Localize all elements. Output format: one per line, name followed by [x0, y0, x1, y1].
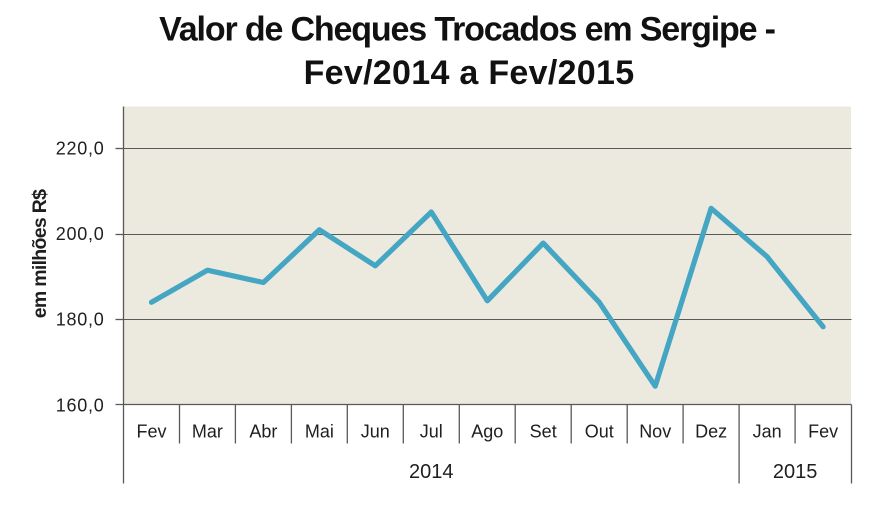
svg-text:Valor de Cheques Trocados em S: Valor de Cheques Trocados em Sergipe -: [159, 11, 775, 49]
svg-text:220,0: 220,0: [56, 139, 105, 159]
svg-text:Set: Set: [530, 422, 557, 442]
svg-text:Nov: Nov: [639, 422, 671, 442]
svg-text:Abr: Abr: [249, 422, 277, 442]
svg-text:Fev: Fev: [136, 422, 166, 442]
svg-text:Fev/2014 a Fev/2015: Fev/2014 a Fev/2015: [304, 54, 635, 92]
svg-text:Ago: Ago: [471, 422, 503, 442]
svg-text:Mar: Mar: [192, 422, 223, 442]
svg-text:160,0: 160,0: [56, 395, 105, 415]
svg-text:Out: Out: [585, 422, 614, 442]
svg-text:2015: 2015: [773, 461, 818, 483]
svg-text:Jun: Jun: [361, 422, 390, 442]
svg-text:em milhões R$: em milhões R$: [29, 189, 51, 318]
svg-text:Jan: Jan: [753, 422, 782, 442]
svg-text:Dez: Dez: [695, 422, 727, 442]
svg-text:Jul: Jul: [420, 422, 443, 442]
svg-text:Fev: Fev: [808, 422, 838, 442]
svg-text:2014: 2014: [409, 461, 454, 483]
svg-text:Mai: Mai: [305, 422, 334, 442]
svg-text:200,0: 200,0: [56, 224, 105, 244]
svg-text:180,0: 180,0: [56, 310, 105, 330]
